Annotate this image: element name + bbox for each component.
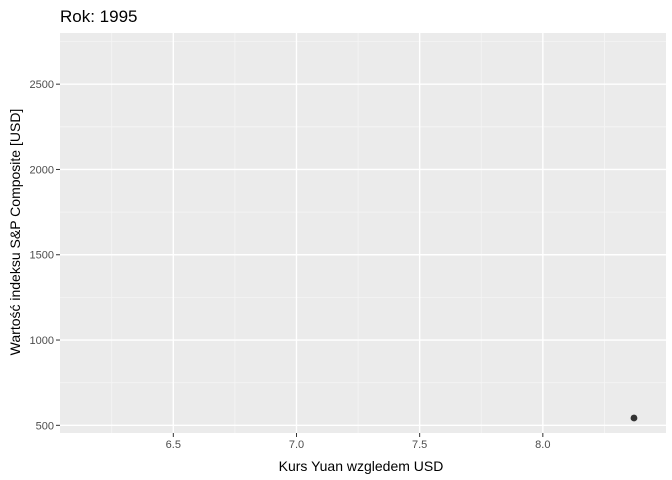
x-axis-ticks: 6.5 7.0 7.5 8.0 (166, 433, 550, 451)
y-tick-label: 2500 (30, 79, 54, 91)
x-tick-label: 7.5 (412, 439, 427, 451)
x-tick-label: 6.5 (166, 439, 181, 451)
minor-gridlines (60, 33, 666, 433)
plot-panel (60, 33, 666, 433)
x-axis-title: Kurs Yuan wzgledem USD (279, 458, 444, 474)
y-tick-label: 2000 (30, 164, 54, 176)
x-tick-label: 7.0 (289, 439, 304, 451)
data-points (630, 414, 638, 422)
data-point (630, 414, 638, 422)
y-tick-label: 1000 (30, 335, 54, 347)
y-axis-ticks: 500 1000 1500 2000 2500 (30, 79, 60, 432)
x-tick-label: 8.0 (535, 439, 550, 451)
y-tick-label: 1500 (30, 250, 54, 262)
major-gridlines (60, 33, 666, 433)
y-axis-title: Wartość indeksu S&P Composite [USD] (7, 109, 23, 356)
y-tick-label: 500 (36, 420, 54, 432)
chart-title: Rok: 1995 (60, 7, 138, 26)
